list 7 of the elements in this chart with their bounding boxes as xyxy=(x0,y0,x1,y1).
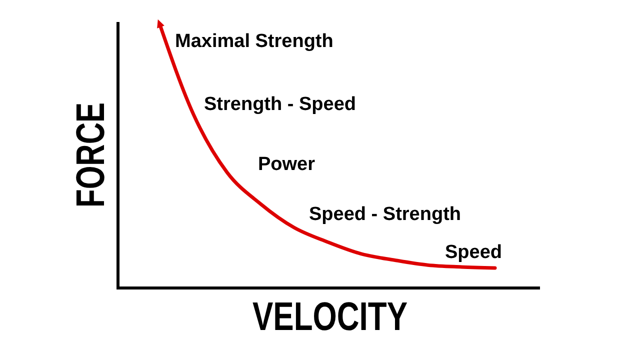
x-axis-title: VELOCITY xyxy=(252,295,453,339)
annotation: Speed - Strength xyxy=(309,204,462,225)
y-axis-title: FORCE xyxy=(69,68,113,208)
annotation: Power xyxy=(258,154,316,175)
annotation: Speed xyxy=(445,242,502,263)
annotation: Maximal Strength xyxy=(175,31,334,52)
annotation: Strength - Speed xyxy=(204,94,356,115)
